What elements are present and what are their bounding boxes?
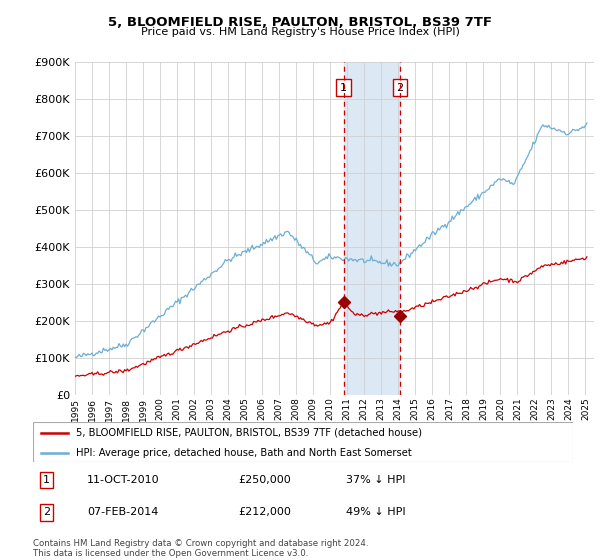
Text: 37% ↓ HPI: 37% ↓ HPI	[346, 475, 406, 486]
Text: £212,000: £212,000	[238, 507, 291, 517]
Text: 5, BLOOMFIELD RISE, PAULTON, BRISTOL, BS39 7TF (detached house): 5, BLOOMFIELD RISE, PAULTON, BRISTOL, BS…	[76, 428, 422, 438]
Text: 5, BLOOMFIELD RISE, PAULTON, BRISTOL, BS39 7TF: 5, BLOOMFIELD RISE, PAULTON, BRISTOL, BS…	[108, 16, 492, 29]
Text: £250,000: £250,000	[238, 475, 291, 486]
Text: 11-OCT-2010: 11-OCT-2010	[87, 475, 160, 486]
Text: 2: 2	[43, 507, 50, 517]
Text: 2: 2	[397, 82, 404, 92]
Text: 1: 1	[43, 475, 50, 486]
Text: 1: 1	[340, 82, 347, 92]
Text: 49% ↓ HPI: 49% ↓ HPI	[346, 507, 406, 517]
Text: HPI: Average price, detached house, Bath and North East Somerset: HPI: Average price, detached house, Bath…	[76, 448, 412, 458]
Bar	[344, 62, 400, 395]
Text: Contains HM Land Registry data © Crown copyright and database right 2024.: Contains HM Land Registry data © Crown c…	[33, 539, 368, 548]
Text: Price paid vs. HM Land Registry's House Price Index (HPI): Price paid vs. HM Land Registry's House …	[140, 27, 460, 37]
Text: This data is licensed under the Open Government Licence v3.0.: This data is licensed under the Open Gov…	[33, 549, 308, 558]
Text: 07-FEB-2014: 07-FEB-2014	[87, 507, 158, 517]
